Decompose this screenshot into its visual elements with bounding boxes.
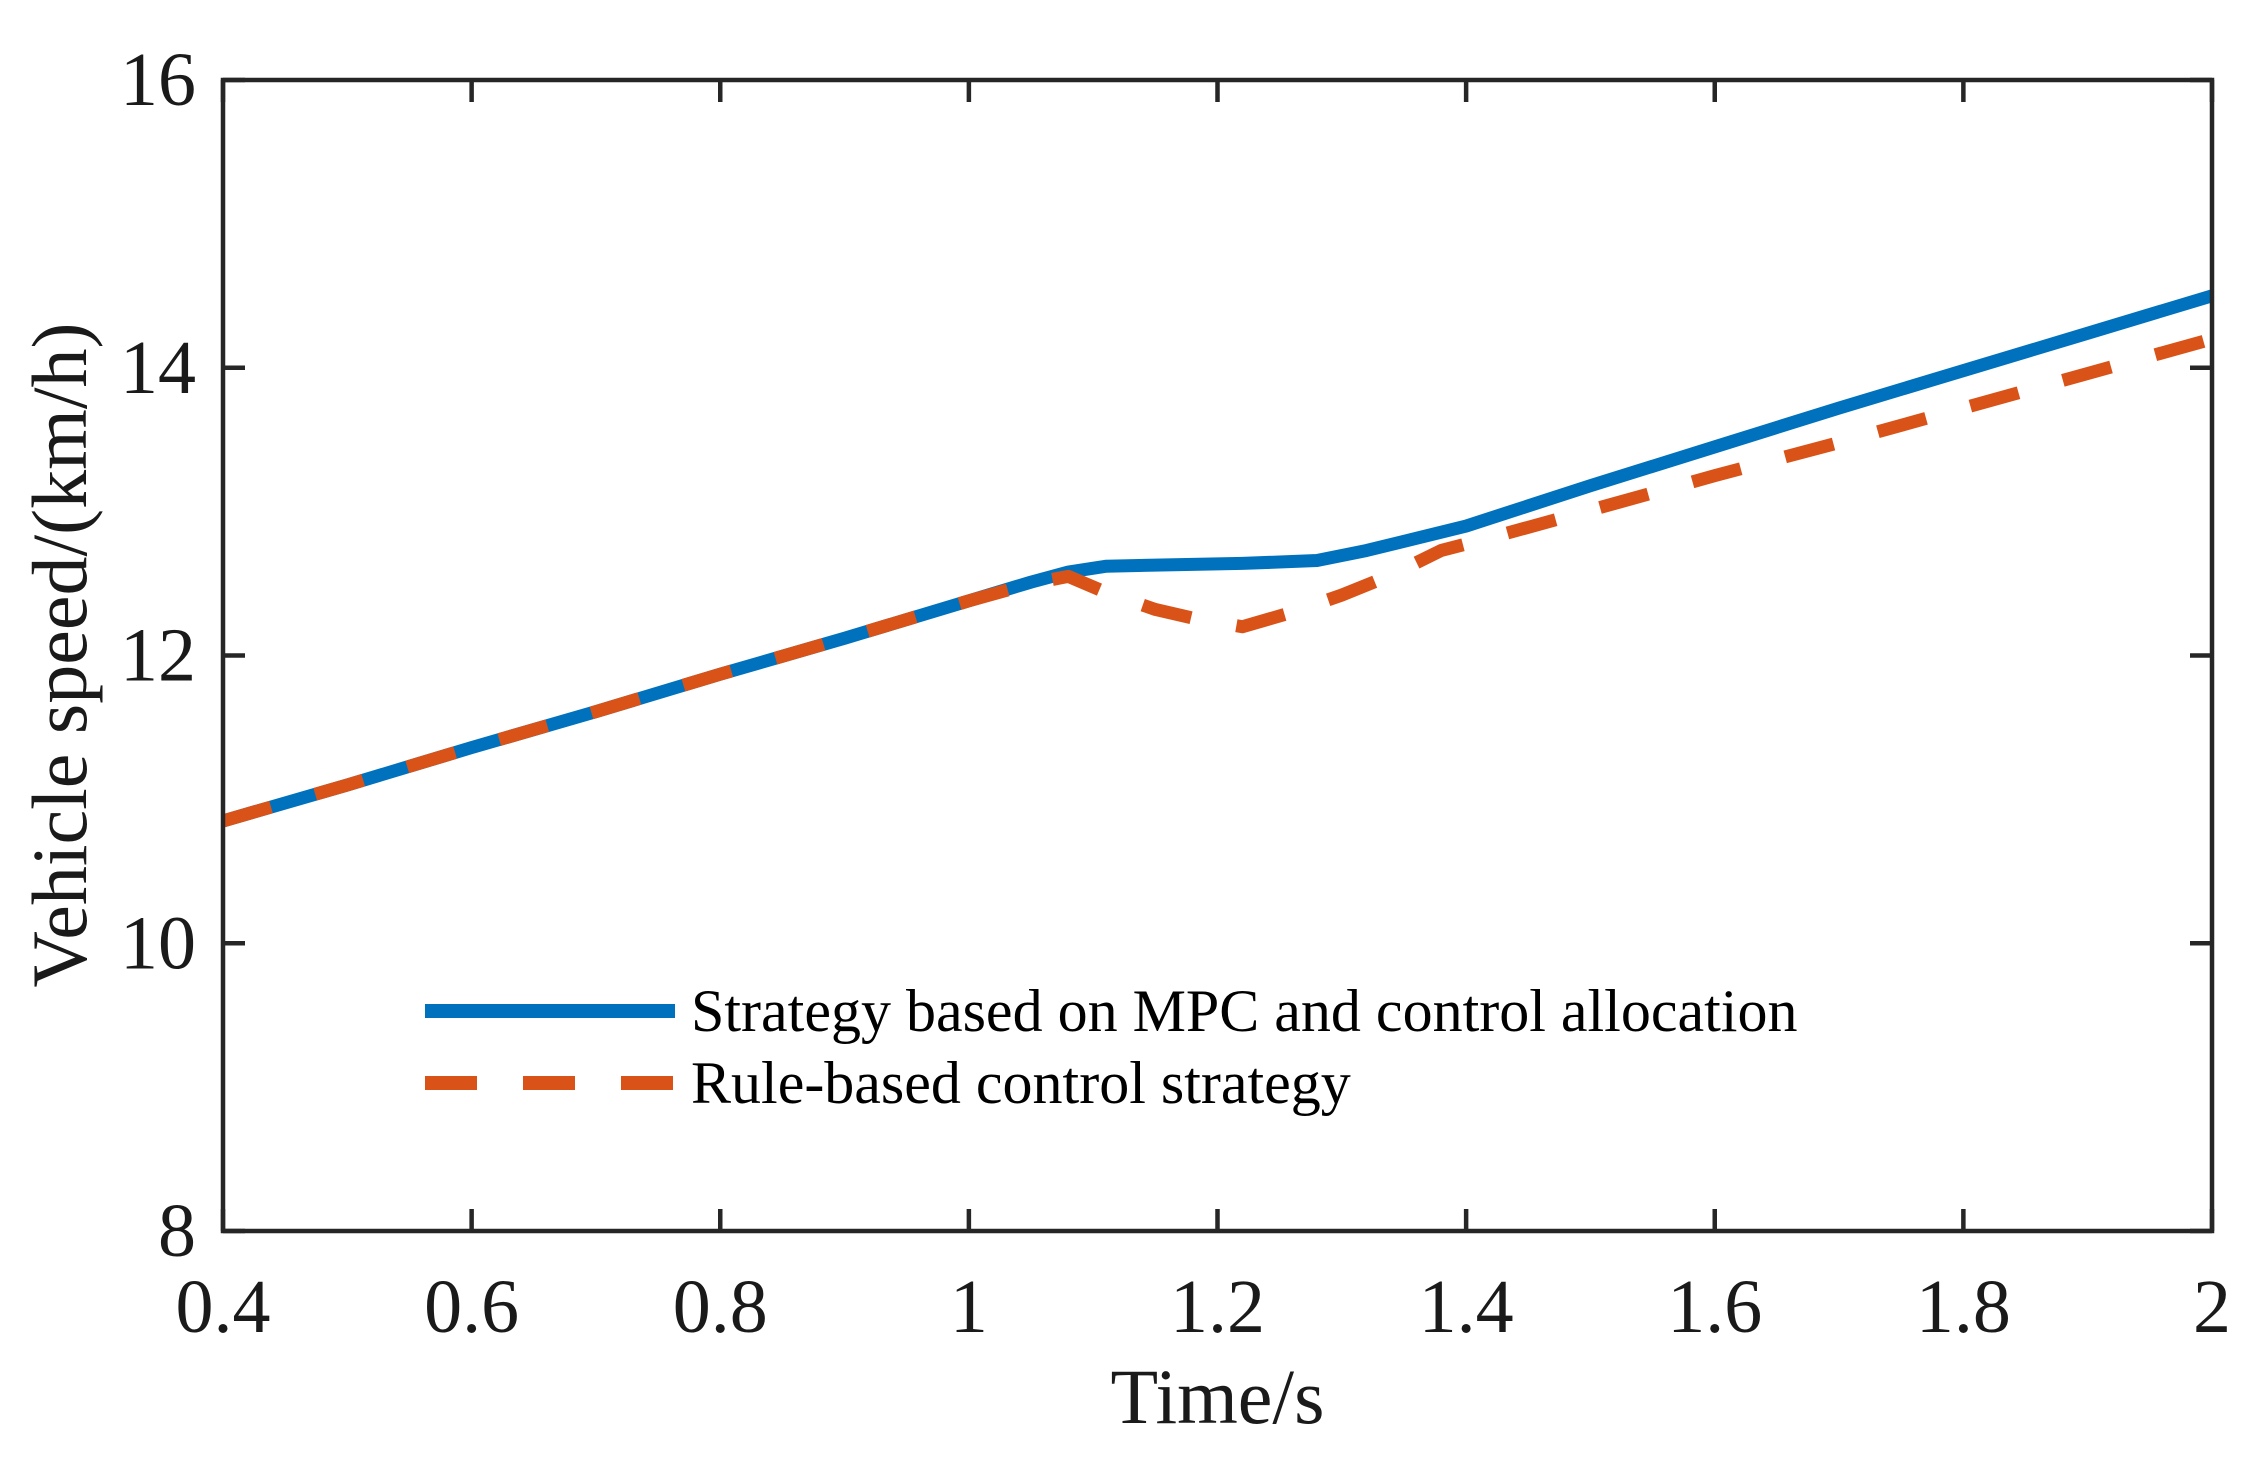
x-tick-label: 1.8 [1916,1265,2011,1349]
y-tick-label: 10 [120,901,196,985]
legend-dashed-line-icon [425,1076,675,1090]
y-tick-label: 14 [120,326,196,410]
y-tick-labels: 8 10 12 14 16 [120,38,196,1273]
x-tick-labels: 0.4 0.6 0.8 1 1.2 1.4 1.6 1.8 2 [176,1265,2232,1349]
y-tick-label: 16 [120,38,196,122]
x-axis-title: Time/s [1110,1353,1325,1440]
x-tick-label: 0.6 [424,1265,519,1349]
legend: Strategy based on MPC and control alloca… [425,975,1797,1119]
series-line-0 [221,289,2214,828]
legend-label-rule-based: Rule-based control strategy [691,1050,1351,1116]
x-tick-label: 0.8 [673,1265,768,1349]
x-tick-label: 1 [950,1265,988,1349]
legend-item-mpc: Strategy based on MPC and control alloca… [425,975,1797,1047]
x-tick-label: 0.4 [176,1265,271,1349]
x-tick-label: 1.4 [1419,1265,1514,1349]
legend-item-rule-based: Rule-based control strategy [425,1047,1797,1119]
axis-ticks [220,77,2215,1234]
y-tick-label: 12 [120,614,196,698]
y-tick-label: 8 [158,1189,196,1273]
series-lines [221,289,2214,828]
x-tick-label: 1.6 [1667,1265,1762,1349]
y-axis-title: Vehicle speed/(km/h) [16,322,103,988]
series-line-1 [221,332,2214,828]
legend-label-mpc: Strategy based on MPC and control alloca… [691,978,1798,1044]
legend-solid-line-icon [425,1004,675,1018]
x-tick-label: 1.2 [1170,1265,1265,1349]
x-tick-label: 2 [2193,1265,2231,1349]
